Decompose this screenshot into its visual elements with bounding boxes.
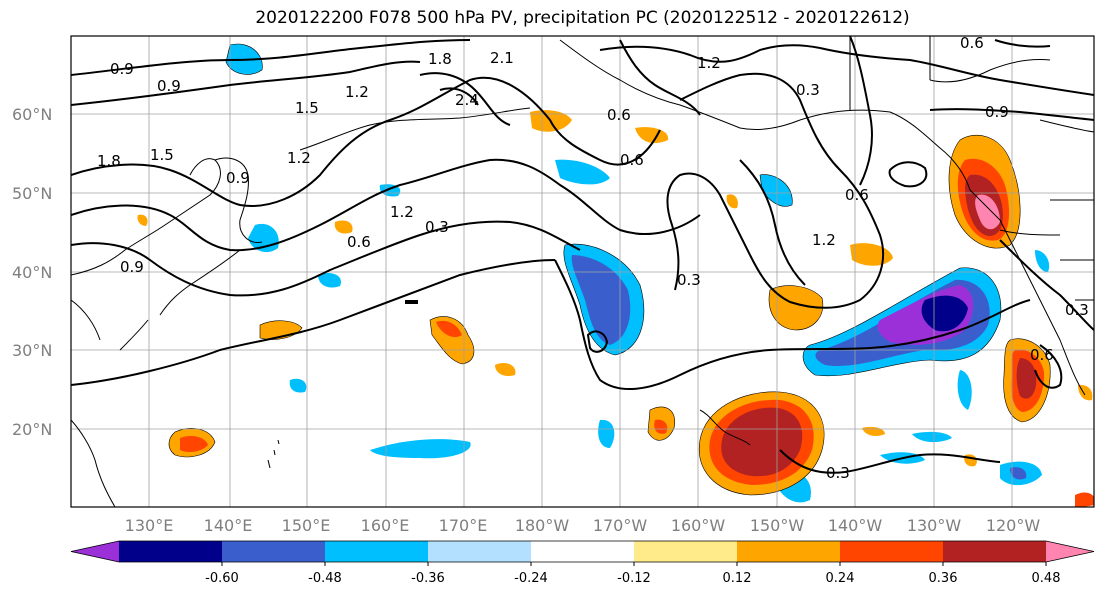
colorbar-tick-label: -0.12 — [617, 571, 651, 586]
contour-label: 1.2 — [390, 203, 414, 221]
lat-label: 50°N — [12, 184, 52, 203]
colorbar-tick-label: -0.36 — [411, 571, 445, 586]
lon-label: 170°W — [593, 516, 648, 535]
contour-label: 0.6 — [845, 186, 869, 204]
contour-label: 0.9 — [985, 103, 1009, 121]
lat-label: 40°N — [12, 263, 52, 282]
colorbar-segment — [840, 541, 944, 562]
colorbar-tick-label: 0.36 — [929, 571, 958, 586]
lon-label: 140°W — [828, 516, 883, 535]
colorbar-tick-label: -0.60 — [205, 571, 239, 586]
lon-label: 130°E — [125, 516, 174, 535]
contour-label: 2.1 — [490, 49, 514, 67]
lon-label: 180°W — [515, 516, 570, 535]
contour-label: 2.4 — [455, 91, 479, 109]
contour-label: 0.3 — [796, 81, 820, 99]
colorbar-segment — [119, 541, 223, 562]
pv-contours — [71, 36, 1094, 474]
colorbar-segment — [943, 541, 1047, 562]
colorbar-tick-label: 0.12 — [723, 571, 752, 586]
contour-label: 0.6 — [1030, 346, 1054, 364]
map-title: 2020122200 F078 500 hPa PV, precipitatio… — [255, 8, 910, 28]
contour-label: 1.8 — [428, 50, 452, 68]
contour-label: 0.9 — [157, 77, 181, 95]
lon-label: 120°W — [986, 516, 1041, 535]
contour-label: 1.5 — [150, 146, 174, 164]
contour-label: 0.3 — [826, 464, 850, 482]
colorbar-tick-label: -0.48 — [308, 571, 342, 586]
colorbar-segment — [634, 541, 738, 562]
colorbar-extension-low — [71, 541, 119, 562]
contour-label: 1.5 — [295, 99, 319, 117]
coastlines — [71, 36, 1094, 507]
longitude-labels: 130°E 140°E 150°E 160°E 170°E 180°W 170°… — [125, 516, 1041, 535]
contour-labels: 0.9 0.9 1.2 1.5 1.8 2.1 2.4 1.2 0.6 0.3 … — [97, 34, 1089, 482]
lat-label: 30°N — [12, 341, 52, 360]
lat-label: 20°N — [12, 420, 52, 439]
contour-label: 0.6 — [960, 34, 984, 52]
lat-label: 60°N — [12, 105, 52, 124]
lon-label: 160°E — [361, 516, 410, 535]
contour-label: 1.2 — [697, 54, 721, 72]
contour-label: 0.6 — [347, 233, 371, 251]
map-frame — [70, 35, 1095, 508]
contour-label: 1.2 — [345, 83, 369, 101]
lon-label: 150°E — [282, 516, 331, 535]
contour-label: 0.9 — [110, 60, 134, 78]
colorbar-segment — [325, 541, 429, 562]
colorbar-tick-label: 0.48 — [1032, 571, 1061, 586]
lon-label: 130°W — [907, 516, 962, 535]
map-area: 0.9 0.9 1.2 1.5 1.8 2.1 2.4 1.2 0.6 0.3 … — [71, 34, 1094, 507]
colorbar: -0.60 -0.48 -0.36 -0.24 -0.12 0.12 0.24 0.36 0.4… — [70, 540, 1095, 586]
contour-label: 1.2 — [812, 231, 836, 249]
colorbar-extension-high — [1046, 541, 1094, 562]
colorbar-outline — [70, 540, 1095, 563]
contour-label: 0.9 — [226, 169, 250, 187]
lon-label: 140°E — [204, 516, 253, 535]
gridlines — [71, 36, 1094, 507]
lon-label: 160°W — [671, 516, 726, 535]
colorbar-segment — [222, 541, 326, 562]
contour-label: 1.2 — [287, 149, 311, 167]
colorbar-tick-label: -0.24 — [514, 571, 548, 586]
lon-label: 170°E — [439, 516, 488, 535]
colorbar-segment — [531, 541, 635, 562]
contour-label: 0.3 — [1065, 301, 1089, 319]
contour-label: 0.3 — [425, 218, 449, 236]
contour-label: 0.6 — [620, 151, 644, 169]
colorbar-tick-label: 0.24 — [826, 571, 855, 586]
lon-label: 150°W — [750, 516, 805, 535]
colorbar-segment — [428, 541, 532, 562]
contour-label: 0.9 — [120, 258, 144, 276]
latitude-labels: 60°N 50°N 40°N 30°N 20°N — [12, 105, 52, 439]
colorbar-segment — [737, 541, 841, 562]
contour-label: 1.8 — [97, 152, 121, 170]
precip-shading — [137, 43, 1094, 507]
contour-label: 0.6 — [607, 106, 631, 124]
contour-label: 0.3 — [677, 271, 701, 289]
